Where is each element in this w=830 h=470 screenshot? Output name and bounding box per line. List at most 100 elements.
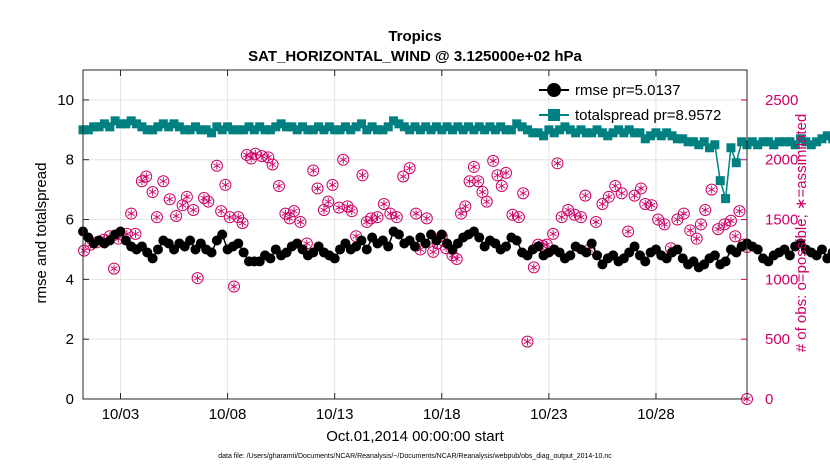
rmse-point <box>233 238 244 249</box>
rmse-point <box>640 256 651 267</box>
obs-circle <box>712 223 725 236</box>
totalspread-point <box>779 137 789 147</box>
totalspread-point <box>271 122 281 132</box>
obs-asterisk-stroke <box>238 220 247 226</box>
obs-asterisk-stroke <box>673 217 682 222</box>
x-tick-label: 10/28 <box>637 406 675 423</box>
rmse-point <box>533 241 544 252</box>
obs-circle <box>420 212 433 225</box>
totalspread-point <box>571 128 581 138</box>
obs-count-point <box>420 212 433 225</box>
obs-asterisk-stroke <box>217 208 225 214</box>
totalspread-point <box>651 128 661 138</box>
obs-circle <box>729 230 742 243</box>
totalspread-point <box>662 128 672 138</box>
obs-count-point <box>223 211 236 224</box>
totalspread-point <box>458 125 468 135</box>
totalspread-point <box>169 119 179 129</box>
obs-count-point <box>397 170 410 183</box>
obs-count-point <box>555 211 568 224</box>
totalspread-point <box>308 125 318 135</box>
obs-circle <box>377 197 390 210</box>
obs-circle <box>287 205 300 218</box>
totalspread-point <box>351 122 361 132</box>
obs-circle <box>180 190 193 203</box>
totalspread-point <box>624 125 634 135</box>
totalspread-point <box>89 122 99 132</box>
obs-count-point <box>487 154 500 167</box>
totalspread-point <box>496 122 506 132</box>
obs-circle <box>652 213 665 226</box>
obs-count-point <box>377 197 390 210</box>
totalspread-point <box>190 122 200 132</box>
obs-asterisk-stroke <box>258 153 266 159</box>
obs-asterisk-stroke <box>348 208 356 214</box>
totalspread-point <box>699 137 709 147</box>
grid-lines <box>83 70 747 399</box>
totalspread-point <box>426 125 436 135</box>
obs-count-point <box>517 187 530 200</box>
totalspread-point <box>726 143 736 153</box>
x-tick-label: 10/08 <box>209 406 247 423</box>
obs-asterisk-stroke <box>630 193 639 199</box>
totalspread-point <box>287 122 297 132</box>
obs-asterisk-stroke <box>465 178 474 184</box>
obs-count-point <box>589 215 602 228</box>
rmse-point <box>816 244 827 255</box>
rmse-point <box>822 253 830 264</box>
obs-asterisk-stroke <box>290 208 298 214</box>
rmse-point <box>784 250 795 261</box>
rmse-point <box>752 244 763 255</box>
totalspread-point <box>758 137 768 147</box>
obs-asterisk-stroke <box>523 339 532 344</box>
y-left-tick-label: 6 <box>66 212 74 229</box>
obs-count-point <box>622 225 635 238</box>
obs-circle <box>341 200 354 213</box>
obs-count-point <box>596 197 609 210</box>
obs-circle <box>506 208 519 221</box>
totalspread-point <box>378 125 388 135</box>
obs-circle <box>589 215 602 228</box>
y-left-tick-label: 10 <box>57 92 74 109</box>
totalspread-point <box>565 125 575 135</box>
obs-circle <box>459 200 472 213</box>
obs-asterisk-stroke <box>178 202 187 208</box>
obs-count-point <box>658 218 671 231</box>
totalspread-point <box>437 125 447 135</box>
obs-count-point <box>459 200 472 213</box>
obs-circle <box>645 199 658 212</box>
legend-spread-marker <box>548 109 560 121</box>
obs-count-point <box>332 201 345 214</box>
x-tick-label: 10/03 <box>102 406 140 423</box>
obs-circle <box>236 217 249 230</box>
obs-count-point <box>384 207 397 220</box>
rmse-point <box>501 241 512 252</box>
totalspread-point <box>747 137 757 147</box>
rmse-point <box>827 248 830 257</box>
obs-count-point <box>157 175 170 188</box>
totalspread-series <box>78 116 830 204</box>
obs-circle <box>198 192 211 205</box>
obs-asterisk-stroke <box>172 213 180 219</box>
totalspread-point <box>239 125 249 135</box>
obs-circle <box>170 209 183 222</box>
totalspread-point <box>721 194 731 204</box>
totalspread-point <box>490 125 500 135</box>
obs-circle <box>455 207 468 220</box>
totalspread-point <box>212 122 222 132</box>
obs-circle <box>512 211 525 224</box>
obs-circle <box>140 170 153 183</box>
obs-asterisk-stroke <box>264 154 272 160</box>
obs-circle <box>326 178 339 191</box>
totalspread-point <box>196 125 206 135</box>
totalspread-point <box>115 119 125 129</box>
obs-asterisk-stroke <box>296 219 305 225</box>
chart-subtitle: SAT_HORIZONTAL_WIND @ 3.125000e+02 hPa <box>248 48 582 65</box>
obs-circle <box>463 175 476 188</box>
obs-circle <box>596 197 609 210</box>
obs-asterisk-stroke <box>508 212 517 218</box>
obs-circle <box>579 189 592 202</box>
obs-count-point <box>527 261 540 274</box>
obs-circle <box>125 207 138 220</box>
